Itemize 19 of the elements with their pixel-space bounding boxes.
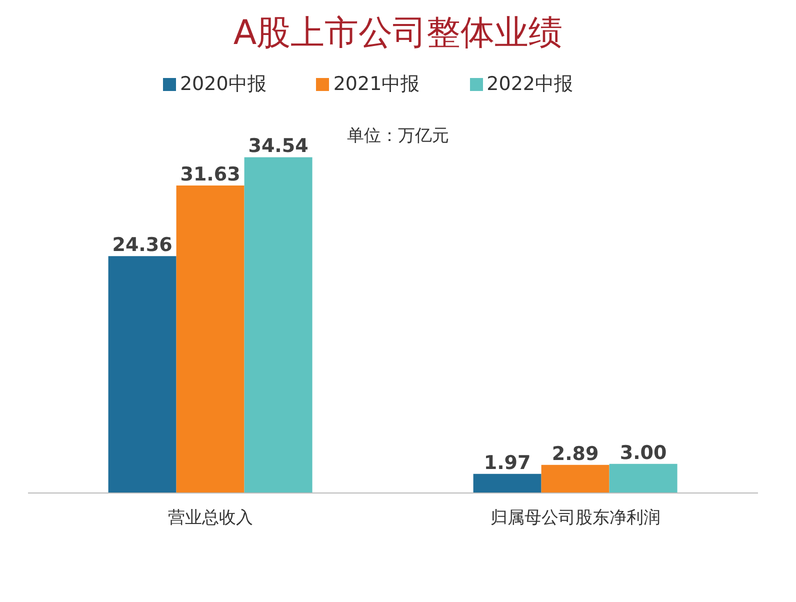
- bar: [244, 157, 312, 493]
- bar: [473, 474, 542, 493]
- chart-title: A股上市公司整体业绩: [232, 12, 564, 55]
- legend-label: 2021中报: [333, 73, 420, 95]
- legend-label: 2022中报: [486, 73, 574, 95]
- data-label: 3.00: [620, 442, 667, 464]
- data-label: 2.89: [552, 442, 599, 465]
- bar: [609, 464, 678, 493]
- legend-label: 2020中报: [180, 73, 266, 95]
- x-tick-label: 归属母公司股东净利润: [490, 508, 660, 528]
- bar: [108, 256, 176, 493]
- chart-subtitle: 单位：万亿元: [347, 126, 449, 146]
- bar: [176, 185, 244, 493]
- data-label: 1.97: [484, 452, 531, 474]
- bar: [541, 464, 610, 493]
- x-tick-label: 营业总收入: [168, 508, 253, 528]
- data-label: 31.63: [180, 163, 240, 186]
- data-label: 34.54: [248, 135, 308, 158]
- data-label: 24.36: [112, 234, 172, 256]
